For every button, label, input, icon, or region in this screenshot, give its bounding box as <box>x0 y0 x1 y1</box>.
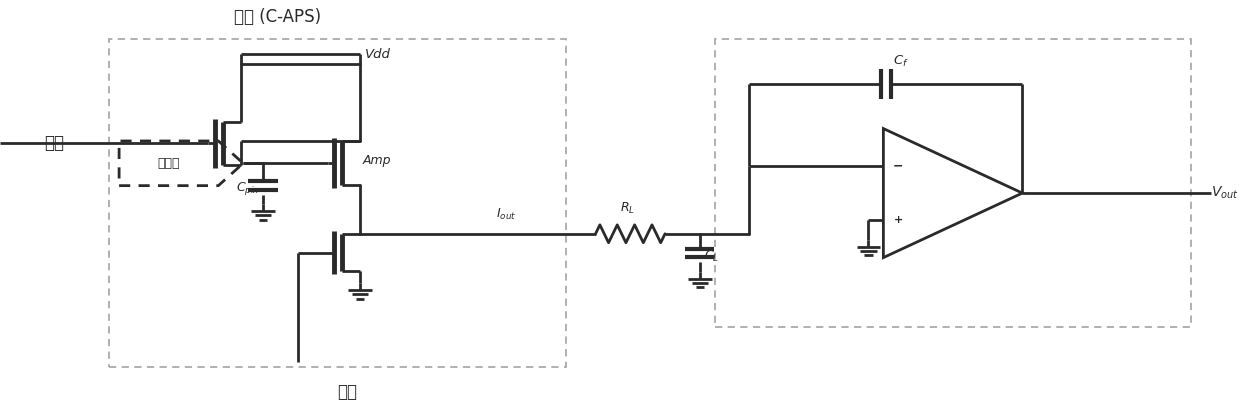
Text: Vdd: Vdd <box>365 48 391 61</box>
Text: $V_{out}$: $V_{out}$ <box>1211 185 1239 201</box>
Text: $C_f$: $C_f$ <box>893 54 909 69</box>
Text: $R_L$: $R_L$ <box>620 201 635 216</box>
Text: 复位: 复位 <box>45 135 64 153</box>
Text: Amp: Amp <box>363 154 392 167</box>
Text: +: + <box>894 215 903 225</box>
Text: 读出: 读出 <box>337 383 357 401</box>
Text: $I_{out}$: $I_{out}$ <box>496 207 517 222</box>
Text: $C_L$: $C_L$ <box>704 249 719 264</box>
Text: 探测器: 探测器 <box>157 157 180 170</box>
Text: 像素 (C-APS): 像素 (C-APS) <box>234 9 321 27</box>
Text: $C_{pix}$: $C_{pix}$ <box>236 180 260 197</box>
Text: −: − <box>893 160 904 173</box>
